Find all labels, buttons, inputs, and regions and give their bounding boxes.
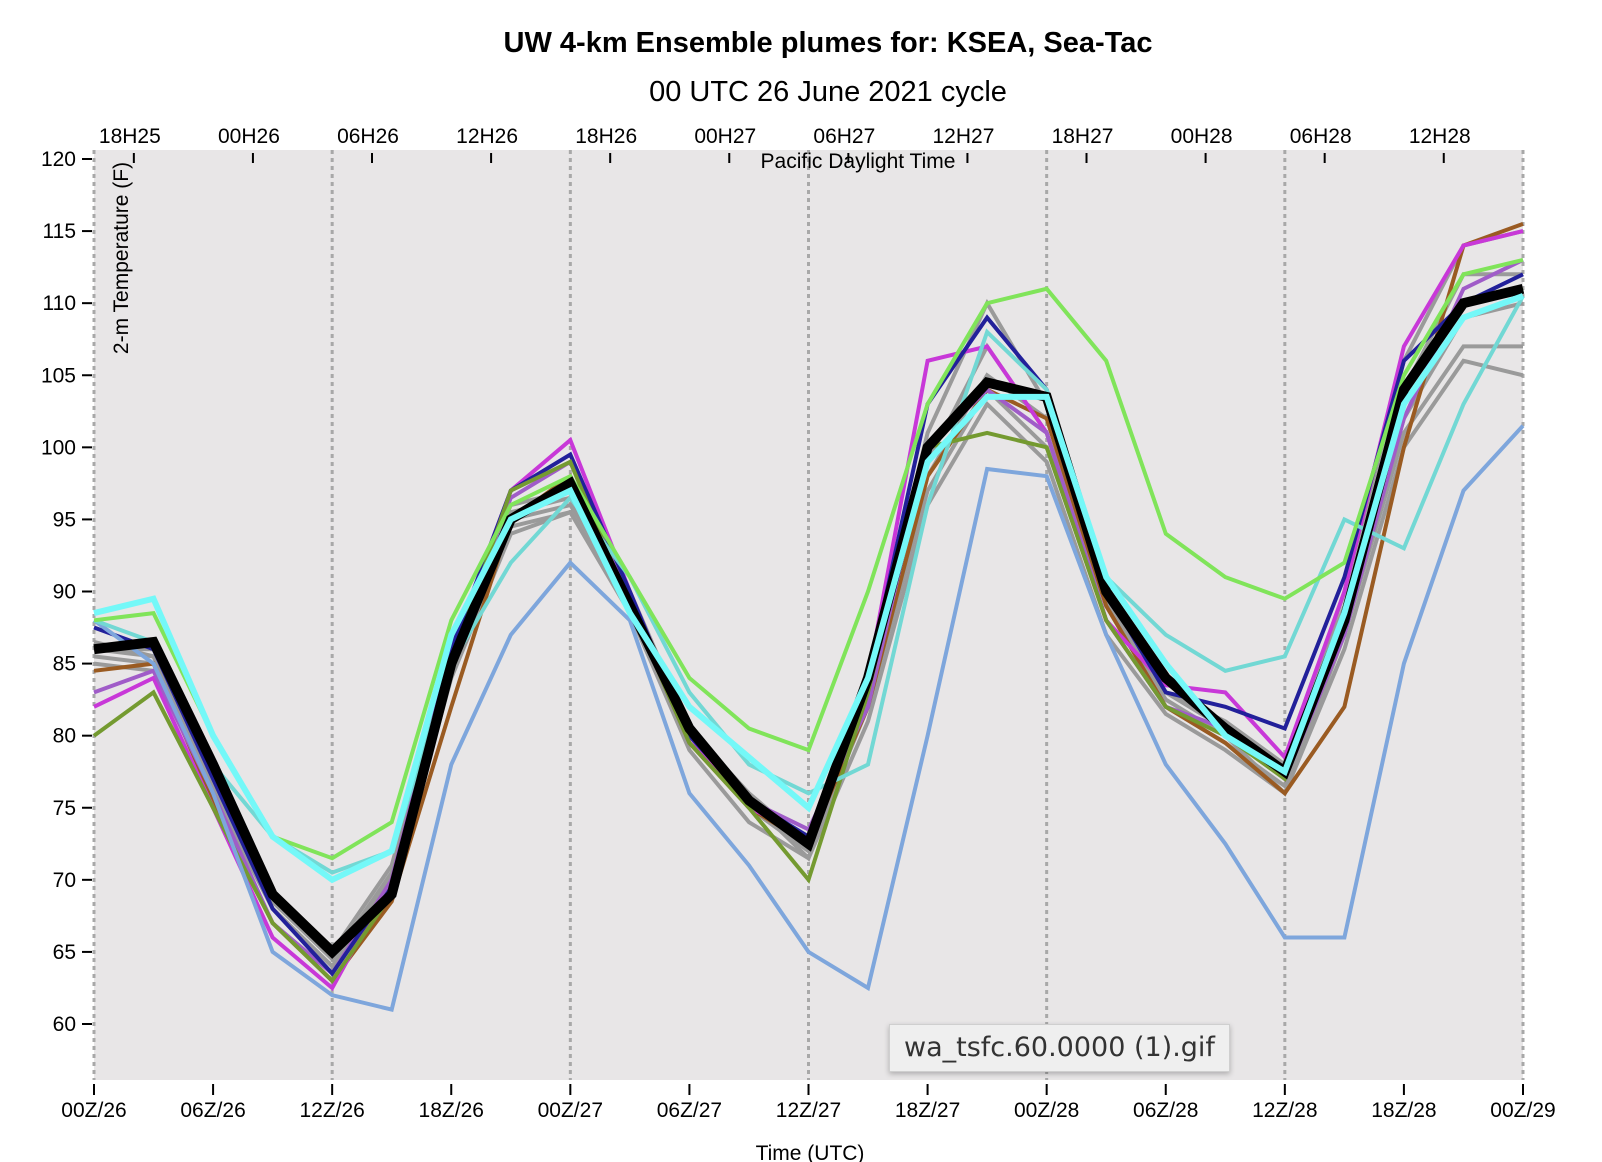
x2-tick-label: 18H27 [1052,125,1114,148]
y-axis-label: 2-m Temperature (F) [110,162,133,354]
x-axis-label: Time (UTC) [756,1142,865,1162]
x-axis-bottom: 00Z/26 06Z/26 12Z/26 18Z/26 00Z/27 06Z/27 12Z/… [61,1084,1556,1122]
y-tick-label: 60 [53,1013,76,1036]
series-member-lime [93,257,1524,861]
x-tick-label: 00Z/28 [1014,1099,1079,1122]
grid-lines [92,150,1525,1080]
series-member-steelblue [92,424,1525,1013]
x2-tick-label: 18H26 [575,125,637,148]
x-tick-label: 12Z/26 [299,1099,364,1122]
x2-tick-label: 12H26 [456,125,518,148]
x-tick-label: 12Z/28 [1252,1099,1317,1122]
y-tick-label: 70 [53,869,76,892]
y-tick-label: 120 [41,148,76,171]
y-tick-label: 65 [53,941,76,964]
y-tick-label: 85 [53,653,76,676]
x2-axis-label: Pacific Daylight Time [761,150,956,173]
x2-tick-label: 00H27 [694,125,756,148]
x-tick-label: 00Z/26 [61,1099,126,1122]
x-tick-label: 12Z/27 [776,1099,841,1122]
y-tick-label: 90 [53,581,76,604]
chart-title: UW 4-km Ensemble plumes for: KSEA, Sea-T… [504,27,1153,59]
series-member-teal [93,295,1525,875]
x2-tick-label: 06H28 [1290,125,1352,148]
x-tick-label: 18Z/26 [419,1099,484,1122]
x-tick-label: 00Z/29 [1490,1099,1555,1122]
x-tick-label: 06Z/28 [1133,1099,1198,1122]
series-member-olive [92,286,1524,984]
y-tick-label: 95 [53,508,76,531]
y-tick-label: 110 [43,292,76,315]
x-tick-label: 00Z/27 [538,1099,603,1122]
x2-tick-label: 12H28 [1409,125,1471,148]
series-member-cyan [93,293,1525,884]
filename-tooltip: wa_tsfc.60.0000 (1).gif [889,1024,1230,1072]
y-tick-label: 75 [53,797,76,820]
y-tick-label: 80 [53,725,76,748]
x-axis-top: 18H25 00H26 06H26 12H26 18H26 00H27 06H27 12H27… [99,125,1471,163]
x2-tick-label: 06H27 [813,125,875,148]
x-tick-label: 18Z/28 [1371,1099,1436,1122]
y-tick-label: 105 [41,364,76,387]
x-tick-label: 06Z/26 [180,1099,245,1122]
x2-tick-label: 00H28 [1171,125,1233,148]
x2-tick-label: 12H27 [932,125,994,148]
chart-subtitle: 00 UTC 26 June 2021 cycle [649,76,1007,108]
y-axis: 60 65 70 75 80 85 90 95 100 105 110 115 120 [41,148,92,1036]
y-tick-label: 115 [43,220,76,243]
x2-tick-label: 06H26 [337,125,399,148]
x2-tick-label: 18H25 [99,125,161,148]
x-tick-label: 18Z/27 [895,1099,960,1122]
series-lines [92,222,1525,1013]
x2-tick-label: 00H26 [218,125,280,148]
y-tick-label: 100 [41,436,76,459]
x-tick-label: 06Z/27 [657,1099,722,1122]
